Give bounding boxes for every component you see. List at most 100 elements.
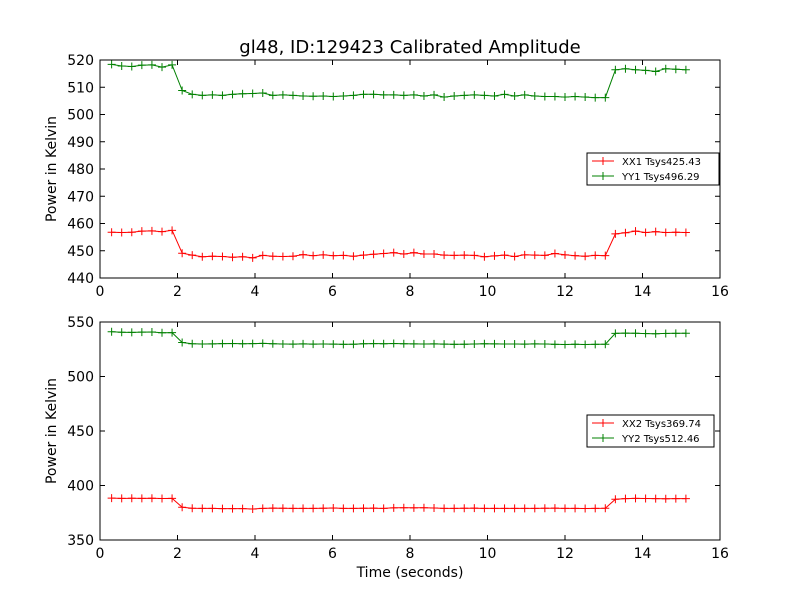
bottom-series-2-point [661, 329, 670, 338]
bottom-series-2-point [198, 340, 207, 349]
top-series-1-line [111, 229, 686, 259]
top-series-1-point [601, 251, 610, 260]
bottom-series-1-point [440, 504, 449, 513]
bottom-series-2-point [329, 340, 338, 349]
top-series-1-point [369, 250, 378, 259]
bottom-series-lines [107, 327, 690, 514]
bottom-series-2-point [419, 340, 428, 349]
top-x-tick-label: 14 [634, 284, 652, 300]
bottom-series-2-point [621, 329, 630, 338]
bottom-series-2-point [228, 339, 237, 348]
bottom-series-1-point [349, 504, 358, 513]
bottom-series-1-point [379, 504, 388, 513]
chart-title: gl48, ID:129423 Calibrated Amplitude [239, 37, 580, 58]
top-y-tick-label: 440 [67, 271, 94, 287]
bottom-series-2-point [309, 340, 318, 349]
bottom-series-1-point [470, 504, 479, 513]
bottom-series-1-point [288, 504, 297, 513]
top-series-1-point [681, 228, 690, 237]
top-series-2-point [137, 61, 146, 70]
bottom-legend-marker [599, 434, 607, 442]
top-series-1-point [127, 228, 136, 237]
bottom-series-2-point [147, 328, 156, 337]
bottom-series-2-point [651, 329, 660, 338]
bottom-series-2-point [208, 339, 217, 348]
top-y-tick-label: 450 [67, 244, 94, 260]
bottom-series-2-point [188, 339, 197, 348]
top-series-1-point [641, 228, 650, 237]
top-series-1-point [349, 252, 358, 261]
top-series-2-point [238, 89, 247, 98]
top-x-tick-label: 12 [556, 284, 574, 300]
top-axis-ticks: 0 2 4 6 8 10 12 14 16 440 450 460 470 480 490 500 510 520 [67, 53, 729, 300]
top-series-2-point [561, 93, 569, 102]
bottom-series-2-point [480, 339, 489, 348]
top-series-2-point [299, 91, 308, 100]
bottom-series-1-point [581, 504, 590, 513]
top-series-2-point [430, 90, 439, 99]
top-series-1-point [480, 252, 489, 261]
top-series-1-point [107, 228, 116, 237]
bottom-series-1-point [188, 504, 197, 513]
top-series-1-point [550, 249, 559, 258]
top-series-2-point [601, 93, 610, 102]
top-series-1-point [147, 226, 156, 235]
bottom-series-1-point [460, 504, 469, 513]
bottom-series-1-point [510, 504, 519, 513]
top-series-1-point [520, 250, 529, 259]
top-y-tick-label: 520 [67, 53, 94, 69]
bottom-series-1-point [611, 495, 620, 504]
bottom-series-2-point [470, 340, 479, 349]
bottom-series-2-point [681, 329, 690, 338]
top-series-2-point [147, 60, 156, 69]
bottom-series-1-point [339, 504, 348, 513]
top-series-1-point [540, 251, 549, 260]
top-series-2-point [520, 90, 529, 99]
top-series-2-point [168, 60, 177, 69]
bottom-series-2-point [299, 339, 308, 348]
bottom-series-1-point [399, 503, 408, 512]
bottom-series-2-point [278, 340, 287, 349]
bottom-series-2-point [581, 340, 590, 349]
top-series-1-point [198, 252, 207, 261]
bottom-series-1-point [520, 504, 529, 513]
top-series-2-point [288, 91, 297, 100]
top-series-1-point [430, 250, 439, 259]
bottom-series-1-point [409, 503, 418, 512]
bottom-series-1-point [208, 504, 217, 513]
bottom-axis-ticks: 0 2 4 6 8 10 12 14 16 350 400 450 500 550 [67, 315, 729, 562]
bottom-series-2-point [591, 340, 600, 349]
top-series-2-point [409, 90, 418, 99]
top-legend-marker [599, 172, 607, 180]
top-series-2-point [500, 90, 509, 99]
bottom-series-1-point [631, 494, 640, 503]
top-series-1-point [440, 251, 449, 260]
bottom-series-1-point [147, 494, 156, 503]
bottom-series-2-point [369, 339, 378, 348]
top-series-1-point [309, 251, 318, 260]
bottom-series-2-point [319, 340, 328, 349]
top-series-2-line [111, 63, 686, 99]
bottom-series-1-point [430, 503, 439, 512]
top-series-1-point [500, 251, 509, 260]
top-series-1-point [137, 227, 146, 236]
top-series-1-point [409, 248, 418, 257]
top-series-1-point [208, 252, 217, 261]
bottom-series-1-point [329, 503, 338, 512]
bottom-series-2-point [168, 328, 177, 337]
bottom-series-1-point [540, 504, 549, 513]
top-series-1-point [591, 251, 600, 260]
bottom-series-2-point [530, 339, 539, 348]
top-series-2-point [591, 93, 600, 102]
top-series-2-point [107, 60, 116, 69]
bottom-series-1-point [299, 504, 308, 513]
top-series-2-point [359, 90, 368, 99]
top-series-2-point [228, 90, 237, 99]
top-series-2-point [399, 91, 408, 100]
bottom-series-2-point [460, 340, 469, 349]
top-series-2-point [339, 91, 348, 100]
bottom-series-2-point [500, 340, 509, 349]
bottom-series-1-point [550, 504, 559, 513]
bottom-series-1-point [591, 504, 600, 513]
bottom-series-1-point [500, 504, 509, 513]
